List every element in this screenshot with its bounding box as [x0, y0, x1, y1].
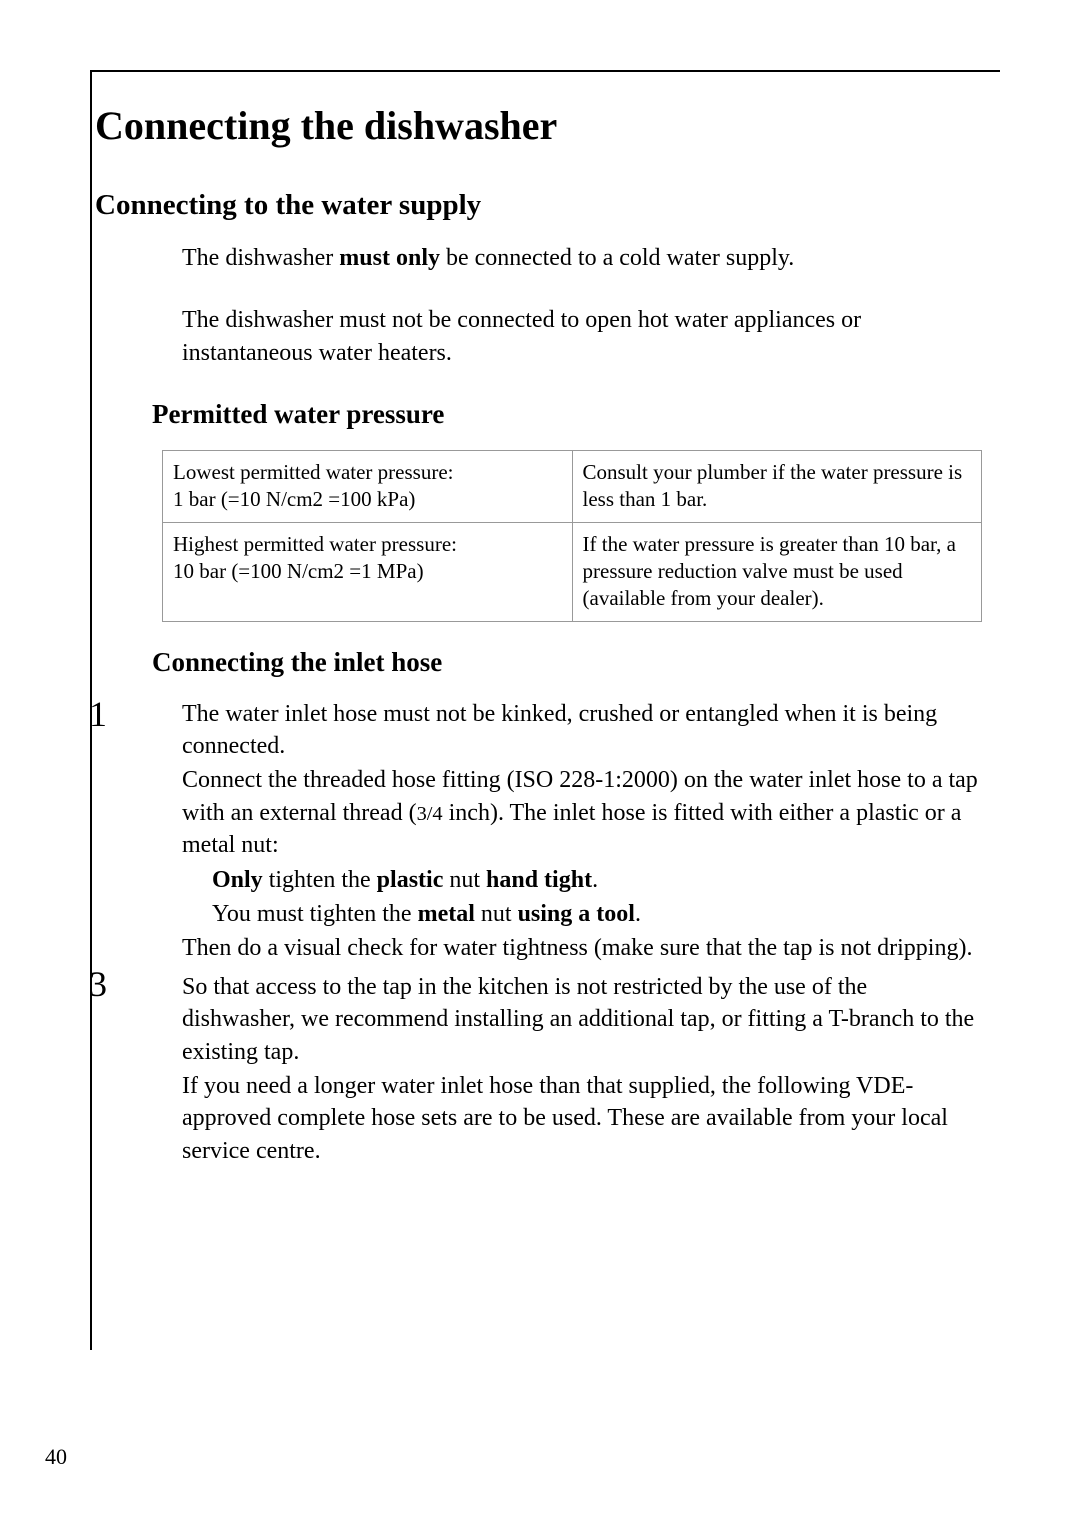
step-para: If you need a longer water inlet hose th… — [182, 1070, 980, 1167]
section-heading-pressure: Permitted water pressure — [152, 399, 1000, 430]
text-fragment: nut — [475, 901, 518, 927]
table-cell-lowest-left: Lowest permitted water pressure: 1 bar (… — [163, 451, 573, 523]
step-para: Then do a visual check for water tightne… — [182, 932, 980, 964]
text-fragment: You must tighten the — [212, 901, 418, 927]
page-frame: Connecting the dishwasher Connecting to … — [90, 70, 1000, 1350]
table-cell-highest-right: If the water pressure is greater than 10… — [572, 522, 982, 621]
text-fragment: . — [635, 901, 641, 927]
text-bold: using a tool — [518, 901, 635, 927]
text-bold: must only — [339, 245, 440, 271]
step-bullet: You must tighten the metal nut using a t… — [212, 898, 980, 930]
section-heading-water-supply: Connecting to the water supply — [95, 189, 1000, 222]
page-title: Connecting the dishwasher — [95, 102, 1000, 149]
para-hot-water-warning: The dishwasher must not be connected to … — [182, 304, 980, 369]
step-number: 3 — [89, 963, 107, 1005]
text-bold: metal — [418, 901, 475, 927]
text-bold: plastic — [377, 867, 444, 893]
text-fragment: The dishwasher — [182, 245, 339, 271]
text-fragment: nut — [443, 867, 486, 893]
step-3: 3 So that access to the tap in the kitch… — [182, 971, 980, 1167]
step-body: The water inlet hose must not be kinked,… — [182, 698, 980, 965]
text-bold: Only — [212, 867, 263, 893]
step-number: 1 — [89, 693, 107, 735]
step-para: So that access to the tap in the kitchen… — [182, 971, 980, 1068]
step-1: 1 The water inlet hose must not be kinke… — [182, 698, 980, 965]
step-para: The water inlet hose must not be kinked,… — [182, 698, 980, 763]
step-para: Connect the threaded hose fitting (ISO 2… — [182, 764, 980, 861]
text-fragment: tighten the — [263, 867, 377, 893]
table-cell-highest-left: Highest permitted water pressure: 10 bar… — [163, 522, 573, 621]
text-fragment: . — [592, 867, 598, 893]
table-row: Highest permitted water pressure: 10 bar… — [163, 522, 982, 621]
text-fragment: be connected to a cold water supply. — [440, 245, 794, 271]
section-heading-inlet-hose: Connecting the inlet hose — [152, 647, 1000, 678]
text-bold: hand tight — [486, 867, 592, 893]
para-cold-water: The dishwasher must only be connected to… — [182, 242, 980, 274]
step-bullet: Only tighten the plastic nut hand tight. — [212, 864, 980, 896]
table-row: Lowest permitted water pressure: 1 bar (… — [163, 451, 982, 523]
page-number: 40 — [45, 1444, 67, 1470]
table-cell-lowest-right: Consult your plumber if the water pressu… — [572, 451, 982, 523]
fraction: 3/4 — [417, 803, 443, 825]
pressure-table: Lowest permitted water pressure: 1 bar (… — [162, 450, 982, 621]
step-body: So that access to the tap in the kitchen… — [182, 971, 980, 1167]
